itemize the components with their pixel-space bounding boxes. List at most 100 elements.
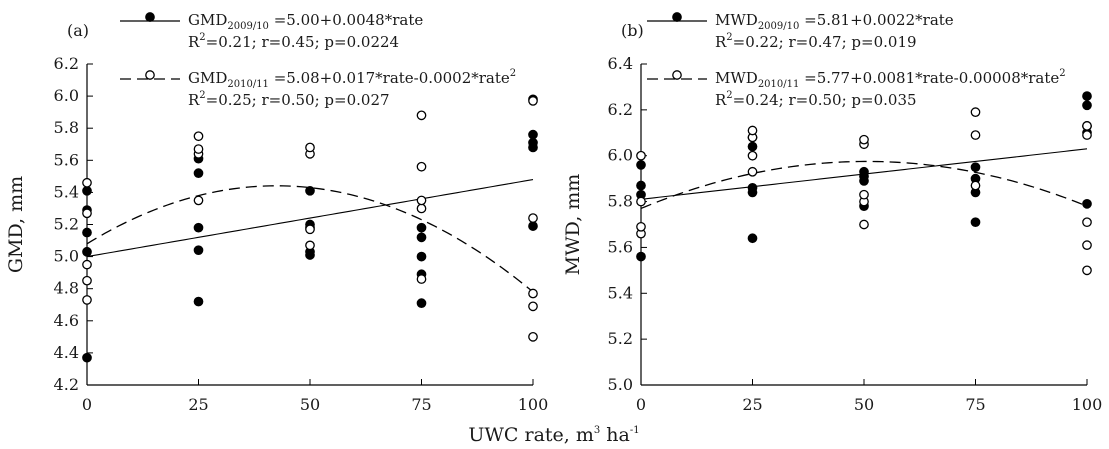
data-point-2010-11: [82, 177, 92, 188]
panel-label: (a): [67, 21, 89, 40]
data-point-2010-11: [193, 131, 204, 142]
legend-equation: GMD2009/10 =5.00+0.0048*rate: [188, 11, 423, 32]
data-point-2009-10: [859, 166, 869, 177]
data-point-2009-10: [193, 245, 204, 256]
data-point-2009-10: [82, 227, 92, 238]
fit-line-2010-11: [86, 185, 534, 293]
data-point-2009-10: [528, 221, 538, 231]
data-point-2010-11: [416, 110, 427, 121]
data-point-2009-10: [1082, 91, 1092, 101]
data-point-2010-11: [636, 221, 646, 232]
legend-marker: [145, 70, 155, 80]
panel-label: (b): [621, 21, 644, 40]
data-point-2010-11: [305, 240, 315, 251]
x-tick-label: 0: [636, 395, 646, 414]
legend-equation: GMD2010/11 =5.08+0.017*rate-0.0002*rate2: [188, 68, 516, 90]
y-tick-label: 5.8: [54, 118, 79, 137]
y-tick-label: 5.6: [54, 150, 79, 169]
data-point-2010-11: [1082, 121, 1092, 131]
legend-equation: MWD2009/10 =5.81+0.0022*rate: [715, 11, 954, 32]
data-point-2010-11: [970, 130, 981, 140]
legend-stats: R2=0.25; r=0.50; p=0.027: [188, 90, 390, 109]
y-tick-label: 5.8: [608, 192, 633, 211]
data-point-2010-11: [747, 166, 758, 177]
data-point-2010-11: [747, 150, 758, 161]
fit-line-2009-10: [86, 179, 534, 258]
y-tick-label: 6.2: [608, 100, 633, 119]
data-point-2009-10: [528, 137, 538, 148]
legend-stats: R2=0.24; r=0.50; p=0.035: [715, 90, 917, 109]
legend-marker: [672, 12, 682, 22]
x-tick-label: 50: [300, 395, 320, 414]
data-point-2010-11: [82, 275, 92, 286]
data-point-2009-10: [416, 232, 427, 243]
data-point-2010-11: [416, 203, 427, 214]
y-axis-label: GMD, mm: [5, 176, 27, 273]
data-point-2009-10: [82, 185, 92, 196]
legend-stats: R2=0.21; r=0.45; p=0.0224: [188, 32, 399, 51]
y-axis-label: MWD, mm: [562, 174, 584, 276]
panel-a: 4.2 4.4 4.6 4.8 5.0 5.2 5.4 5.6 5.8 6.0 6.2 0 25 50 75…: [5, 11, 548, 414]
y-tick-label: 5.0: [608, 375, 633, 394]
data-point-2010-11: [416, 274, 427, 284]
data-point-2009-10: [416, 251, 427, 262]
data-point-2009-10: [528, 129, 538, 140]
y-tick-label: 5.4: [54, 182, 79, 201]
data-point-2009-10: [305, 185, 315, 196]
legend-equation: MWD2010/11 =5.77+0.0081*rate-0.00008*rat…: [715, 68, 1066, 90]
data-point-2010-11: [970, 180, 981, 191]
data-point-2010-11: [1082, 240, 1092, 250]
y-tick-label: 6.0: [54, 86, 79, 105]
data-point-2009-10: [1082, 100, 1092, 111]
data-point-2009-10: [747, 141, 758, 152]
data-point-2009-10: [416, 298, 427, 308]
data-point-2010-11: [528, 301, 538, 312]
data-point-2009-10: [82, 246, 92, 257]
data-point-2009-10: [416, 222, 427, 233]
data-point-2010-11: [859, 134, 869, 145]
data-point-2009-10: [747, 233, 758, 244]
data-point-2010-11: [82, 295, 92, 305]
data-point-2010-11: [970, 107, 981, 118]
y-tick-label: 5.4: [608, 283, 633, 302]
data-point-2009-10: [970, 217, 981, 228]
data-point-2009-10: [193, 168, 204, 178]
data-point-2009-10: [636, 180, 646, 191]
x-tick-label: 75: [965, 395, 985, 414]
x-tick-label: 75: [411, 395, 431, 414]
y-tick-label: 5.6: [608, 237, 633, 256]
data-point-2010-11: [859, 189, 869, 200]
data-point-2010-11: [305, 224, 315, 235]
data-point-2010-11: [416, 195, 427, 206]
data-point-2009-10: [636, 160, 646, 170]
y-tick-label: 5.0: [54, 247, 79, 266]
panel-b: 5.0 5.2 5.4 5.6 5.8 6.0 6.2 6.4 0 25 50 75 100 MWD, m…: [562, 11, 1102, 414]
x-tick-label: 100: [518, 395, 549, 414]
y-tick-label: 4.8: [54, 279, 79, 298]
data-point-2010-11: [636, 196, 646, 207]
shared-x-axis-label: UWC rate, m3 ha-1: [468, 424, 639, 446]
data-point-2010-11: [528, 331, 538, 342]
data-point-2010-11: [1082, 217, 1092, 228]
data-point-2010-11: [1082, 265, 1092, 276]
legend-stats: R2=0.22; r=0.47; p=0.019: [715, 32, 917, 51]
data-point-2009-10: [193, 296, 204, 307]
y-tick-label: 5.2: [608, 329, 633, 348]
data-point-2010-11: [747, 125, 758, 136]
data-point-2010-11: [528, 213, 538, 223]
data-point-2010-11: [528, 288, 538, 299]
data-point-2009-10: [1082, 199, 1092, 209]
x-tick-label: 25: [188, 395, 208, 414]
data-point-2009-10: [82, 352, 92, 363]
data-point-2010-11: [636, 150, 646, 161]
fit-line-2010-11: [640, 160, 1088, 210]
data-point-2009-10: [636, 251, 646, 262]
data-point-2010-11: [82, 259, 92, 270]
legend-marker: [672, 70, 682, 80]
x-tick-label: 100: [1072, 395, 1103, 414]
legend-marker: [145, 12, 155, 22]
data-point-2009-10: [193, 222, 204, 233]
data-point-2010-11: [305, 142, 315, 153]
data-point-2010-11: [528, 96, 538, 106]
